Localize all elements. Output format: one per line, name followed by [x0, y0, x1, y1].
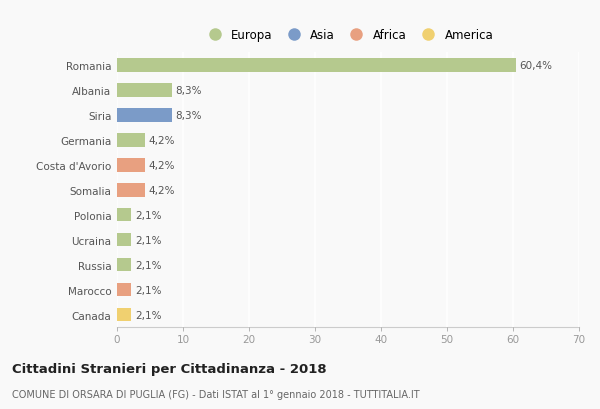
Bar	[117, 208, 131, 222]
Bar	[117, 233, 131, 247]
Text: 2,1%: 2,1%	[135, 210, 161, 220]
Bar	[117, 258, 131, 272]
Bar	[117, 283, 131, 297]
Text: 8,3%: 8,3%	[176, 85, 202, 96]
Bar	[117, 308, 131, 321]
Bar	[117, 133, 145, 147]
Text: 2,1%: 2,1%	[135, 285, 161, 295]
Text: 4,2%: 4,2%	[149, 185, 175, 195]
Bar	[117, 84, 172, 97]
Bar	[117, 183, 145, 197]
Text: 2,1%: 2,1%	[135, 260, 161, 270]
Bar	[117, 109, 172, 122]
Text: 4,2%: 4,2%	[149, 160, 175, 170]
Bar	[117, 158, 145, 172]
Text: Cittadini Stranieri per Cittadinanza - 2018: Cittadini Stranieri per Cittadinanza - 2…	[12, 362, 326, 375]
Text: 2,1%: 2,1%	[135, 310, 161, 320]
Legend: Europa, Asia, Africa, America: Europa, Asia, Africa, America	[200, 27, 496, 45]
Text: 4,2%: 4,2%	[149, 135, 175, 145]
Bar	[117, 59, 515, 72]
Text: COMUNE DI ORSARA DI PUGLIA (FG) - Dati ISTAT al 1° gennaio 2018 - TUTTITALIA.IT: COMUNE DI ORSARA DI PUGLIA (FG) - Dati I…	[12, 389, 419, 399]
Text: 60,4%: 60,4%	[520, 61, 553, 71]
Text: 2,1%: 2,1%	[135, 235, 161, 245]
Text: 8,3%: 8,3%	[176, 110, 202, 120]
